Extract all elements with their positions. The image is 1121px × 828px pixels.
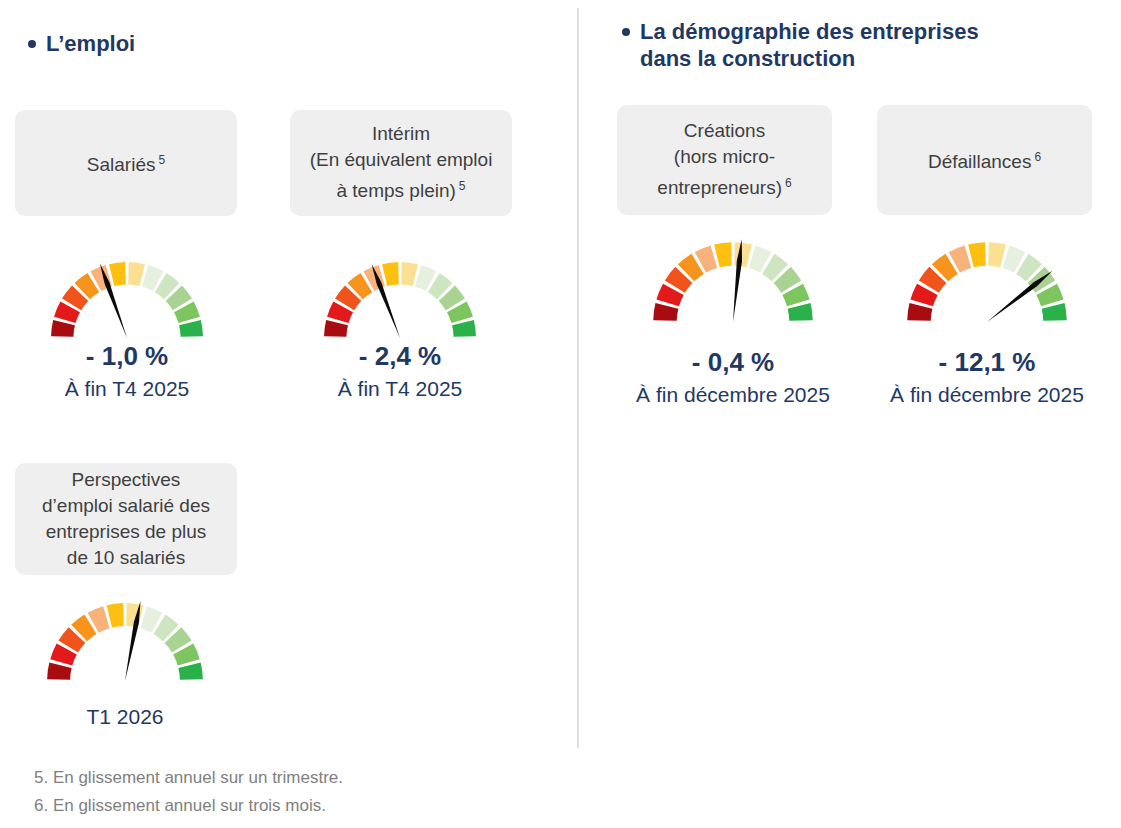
gauge-segment-5 (109, 262, 126, 286)
perspectives-card: Perspectives d’emploi salarié des entrep… (15, 463, 237, 575)
salaries-card: Salariés5 (15, 110, 237, 216)
gauge-segment-11 (179, 320, 203, 337)
interim-card: Intérim (En équivalent emploi à temps pl… (290, 110, 512, 216)
interim-period: À fin T4 2025 (270, 377, 530, 401)
interim-card-label-line3: à temps plein) (336, 181, 455, 202)
gauge-segment-5 (107, 603, 124, 628)
bullet-icon (28, 40, 36, 48)
perspectives-card-label-line4: de 10 salariés (42, 545, 210, 571)
left-heading-label: L’emploi (46, 30, 135, 57)
gauge-segment-0 (51, 320, 75, 337)
interim-card-label-line2: (En équivalent emploi (310, 147, 493, 173)
gauge-segment-6 (128, 262, 145, 286)
footnote-ref-5: 5 (459, 179, 466, 193)
defaillances-gauge (903, 238, 1071, 325)
salaries-gauge (47, 258, 207, 340)
gauge-segment-5 (714, 242, 732, 267)
salaries-period: À fin T4 2025 (0, 377, 257, 401)
gauge-segment-0 (653, 303, 678, 321)
gauge-segment-6 (401, 262, 418, 286)
interim-value: - 2,4 % (280, 341, 520, 372)
right-section-heading: La démographie des entreprises dans la c… (622, 18, 1042, 72)
salaries-card-label: Salariés (87, 155, 156, 176)
footnote-5: 5. En glissement annuel sur un trimestre… (34, 764, 343, 792)
footnote-6: 6. En glissement annuel sur trois mois. (34, 792, 343, 820)
creations-value: - 0,4 % (613, 347, 853, 378)
creations-gauge (649, 238, 817, 325)
creations-card: Créations (hors micro- entrepreneurs)6 (617, 105, 832, 215)
section-divider (577, 8, 579, 748)
creations-period: À fin décembre 2025 (603, 383, 863, 407)
gauge-segment-0 (907, 303, 932, 321)
right-heading-label: La démographie des entreprises dans la c… (640, 18, 979, 72)
perspectives-card-label-line1: Perspectives (42, 467, 210, 493)
gauge-segment-11 (1042, 303, 1067, 321)
defaillances-card-label: Défaillances (928, 152, 1032, 173)
gauge-segment-5 (968, 242, 986, 267)
salaries-value: - 1,0 % (7, 341, 247, 372)
creations-card-label-line3: entrepreneurs) (657, 178, 782, 199)
creations-card-label-line2: (hors micro- (657, 144, 791, 170)
gauge-segment-11 (178, 663, 203, 680)
interim-card-label-line1: Intérim (310, 121, 493, 147)
footnotes: 5. En glissement annuel sur un trimestre… (34, 764, 343, 820)
left-section-heading: L’emploi (28, 30, 135, 57)
gauge-segment-6 (988, 242, 1006, 267)
footnote-ref-6: 6 (1034, 150, 1041, 164)
perspectives-card-label-line3: entreprises de plus (42, 519, 210, 545)
footnote-ref-5: 5 (158, 153, 165, 167)
bullet-icon (622, 28, 630, 36)
perspectives-card-label-line2: d’emploi salarié des (42, 493, 210, 519)
defaillances-period: À fin décembre 2025 (857, 383, 1117, 407)
perspectives-period: T1 2026 (0, 705, 255, 729)
perspectives-gauge (43, 599, 207, 683)
gauge-segment-0 (324, 320, 348, 337)
report-page: L’emploi La démographie des entreprises … (0, 0, 1121, 828)
gauge-segment-5 (382, 262, 399, 286)
footnote-ref-6: 6 (785, 176, 792, 190)
defaillances-card: Défaillances6 (877, 105, 1092, 215)
gauge-segment-11 (788, 303, 813, 321)
interim-gauge (320, 258, 480, 340)
gauge-segment-0 (47, 663, 72, 680)
defaillances-value: - 12,1 % (867, 347, 1107, 378)
gauge-segment-11 (452, 320, 476, 337)
creations-card-label-line1: Créations (657, 118, 791, 144)
